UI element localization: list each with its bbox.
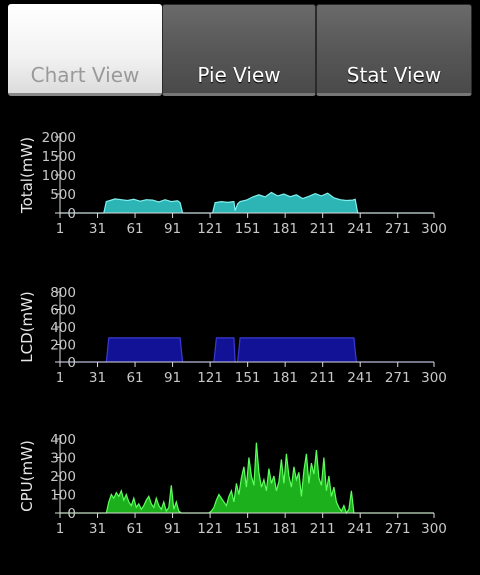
x-tick-label-cpu-121: 121 xyxy=(197,521,223,537)
series-area-total xyxy=(60,192,434,213)
x-tick-label-total-300: 300 xyxy=(421,221,447,237)
x-tick-label-lcd-271: 271 xyxy=(385,370,411,386)
x-tick-label-cpu-300: 300 xyxy=(421,521,447,537)
series-line-cpu xyxy=(60,442,434,515)
x-tick-label-total-271: 271 xyxy=(385,221,411,237)
x-tick-label-cpu-181: 181 xyxy=(272,521,298,537)
x-tick-label-cpu-241: 241 xyxy=(347,521,373,537)
x-tick-label-total-121: 121 xyxy=(197,221,223,237)
y-tick-label-cpu-300: 300 xyxy=(50,451,76,467)
series-area-lcd xyxy=(60,337,434,362)
x-tick-label-total-211: 211 xyxy=(310,221,336,237)
x-tick-label-lcd-241: 241 xyxy=(347,370,373,386)
x-tick-label-total-91: 91 xyxy=(164,221,181,237)
x-tick-label-cpu-1: 1 xyxy=(56,521,65,537)
y-tick-label-total-2000: 2000 xyxy=(42,130,76,146)
tab-pie-view-label: Pie View xyxy=(197,63,281,87)
x-tick-label-cpu-151: 151 xyxy=(235,521,261,537)
x-tick-label-lcd-31: 31 xyxy=(89,370,106,386)
y-axis-title-lcd: LCD(mW) xyxy=(18,291,36,363)
tab-chart-view-label: Chart View xyxy=(30,63,140,87)
y-axis-title-total: Total(mW) xyxy=(18,137,36,214)
x-tick-label-lcd-211: 211 xyxy=(310,370,336,386)
x-tick-label-cpu-91: 91 xyxy=(164,521,181,537)
tab-chart-view[interactable]: Chart View xyxy=(8,4,162,96)
x-tick-label-lcd-151: 151 xyxy=(235,370,261,386)
x-tick-label-total-61: 61 xyxy=(126,221,143,237)
y-tick-label-lcd-200: 200 xyxy=(50,338,76,354)
x-tick-label-lcd-1: 1 xyxy=(56,370,65,386)
y-tick-label-total-1500: 1500 xyxy=(42,149,76,165)
y-tick-label-lcd-0: 0 xyxy=(67,355,76,371)
series-line-lcd xyxy=(60,337,434,363)
y-tick-label-total-0: 0 xyxy=(67,206,76,222)
x-tick-label-lcd-121: 121 xyxy=(197,370,223,386)
x-tick-label-cpu-271: 271 xyxy=(385,521,411,537)
x-tick-label-lcd-61: 61 xyxy=(126,370,143,386)
x-tick-label-lcd-181: 181 xyxy=(272,370,298,386)
x-tick-label-lcd-300: 300 xyxy=(421,370,447,386)
tab-stat-view-label: Stat View xyxy=(346,63,442,87)
x-tick-label-lcd-91: 91 xyxy=(164,370,181,386)
x-tick-label-total-151: 151 xyxy=(235,221,261,237)
x-tick-label-cpu-211: 211 xyxy=(310,521,336,537)
x-tick-label-total-181: 181 xyxy=(272,221,298,237)
series-line-total xyxy=(60,191,434,214)
x-tick-label-cpu-31: 31 xyxy=(89,521,106,537)
x-tick-label-total-241: 241 xyxy=(347,221,373,237)
x-tick-label-total-1: 1 xyxy=(56,221,65,237)
y-axis-title-cpu: CPU(mW) xyxy=(18,440,36,512)
y-tick-label-lcd-600: 600 xyxy=(50,303,76,319)
tab-pie-view[interactable]: Pie View xyxy=(162,4,316,96)
x-tick-label-cpu-61: 61 xyxy=(126,521,143,537)
y-tick-label-cpu-100: 100 xyxy=(50,488,76,504)
y-tick-label-total-500: 500 xyxy=(50,187,76,203)
y-tick-label-cpu-400: 400 xyxy=(50,432,76,448)
y-tick-label-total-1000: 1000 xyxy=(42,168,76,184)
y-tick-label-lcd-400: 400 xyxy=(50,320,76,336)
y-tick-label-cpu-0: 0 xyxy=(67,506,76,522)
series-area-cpu xyxy=(60,442,434,513)
tab-stat-view[interactable]: Stat View xyxy=(316,4,472,96)
tab-bar: Chart View Pie View Stat View xyxy=(0,0,480,102)
x-tick-label-total-31: 31 xyxy=(89,221,106,237)
y-tick-label-lcd-800: 800 xyxy=(50,285,76,301)
y-tick-label-cpu-200: 200 xyxy=(50,469,76,485)
